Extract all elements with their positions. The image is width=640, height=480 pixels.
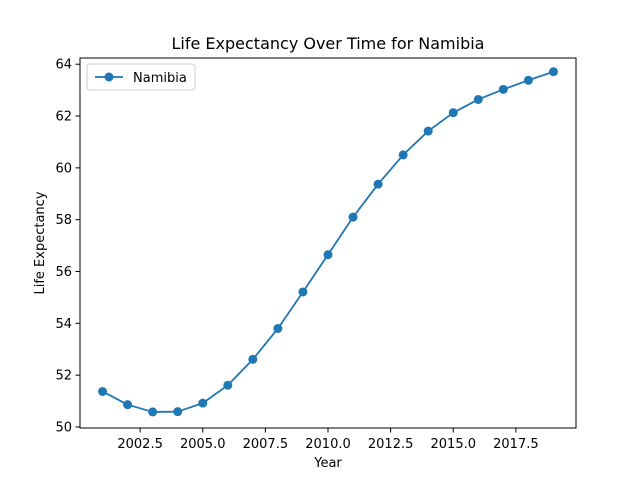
data-point xyxy=(148,407,158,417)
x-tick-label: 2010.0 xyxy=(305,437,351,452)
data-point xyxy=(273,324,283,334)
legend-label-namibia: Namibia xyxy=(133,71,187,86)
data-point xyxy=(323,250,333,260)
data-point xyxy=(98,386,108,396)
x-tick-label: 2012.5 xyxy=(368,437,414,452)
y-tick-label: 52 xyxy=(55,369,72,384)
y-tick-label: 50 xyxy=(55,420,72,435)
data-point xyxy=(123,400,133,410)
data-point xyxy=(548,67,558,77)
series-layer xyxy=(98,67,558,417)
data-point xyxy=(173,407,183,417)
y-tick-label: 60 xyxy=(55,161,72,176)
x-axis-ticks: 2002.5 2005.0 2007.5 2010.0 2012.5 2015.0 2017… xyxy=(117,428,539,452)
data-point xyxy=(248,354,258,364)
data-point xyxy=(448,108,458,118)
data-point xyxy=(348,212,358,222)
x-tick-label: 2015.0 xyxy=(431,437,477,452)
data-point xyxy=(223,380,233,390)
x-tick-label: 2005.0 xyxy=(180,437,226,452)
data-point xyxy=(373,179,383,189)
legend-box xyxy=(86,63,196,91)
data-point xyxy=(423,126,433,136)
y-tick-label: 64 xyxy=(55,58,72,73)
y-axis-ticks: 50 52 54 56 58 60 62 64 xyxy=(55,58,80,435)
y-axis-label: Life Expectancy xyxy=(33,191,48,294)
y-tick-label: 62 xyxy=(55,110,72,125)
x-tick-label: 2002.5 xyxy=(117,437,163,452)
plot-area-frame xyxy=(79,57,577,429)
legend: Namibia xyxy=(86,63,196,91)
x-tick-label: 2007.5 xyxy=(243,437,289,452)
x-tick-label: 2017.5 xyxy=(493,437,539,452)
y-tick-label: 54 xyxy=(55,317,72,332)
chart-title: Life Expectancy Over Time for Namibia xyxy=(172,34,485,53)
data-point xyxy=(198,398,208,408)
y-tick-label: 58 xyxy=(55,213,72,228)
legend-marker-namibia xyxy=(104,72,114,82)
data-point xyxy=(398,150,408,160)
data-point xyxy=(523,75,533,85)
data-point xyxy=(473,94,483,104)
y-tick-label: 56 xyxy=(55,265,72,280)
data-point xyxy=(298,287,308,297)
data-point xyxy=(498,84,508,94)
x-axis-label: Year xyxy=(313,456,342,471)
